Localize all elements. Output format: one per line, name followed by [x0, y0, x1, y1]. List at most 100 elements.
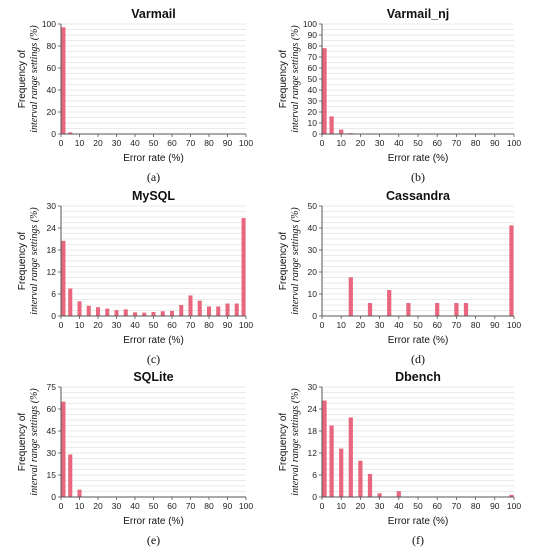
x-tick-label: 0 [59, 320, 64, 330]
bar [358, 460, 363, 497]
bar [61, 401, 66, 497]
y-axis-label: Frequency of [278, 50, 289, 109]
y-tick-label: 0 [51, 311, 56, 321]
y-tick-label: 0 [312, 311, 317, 321]
y-tick-label: 12 [308, 448, 318, 458]
x-axis-label: Error rate (%) [388, 335, 449, 346]
chart-title: MySQL [132, 189, 175, 203]
x-tick-label: 40 [394, 138, 404, 148]
y-tick-label: 20 [47, 107, 57, 117]
bar [160, 311, 165, 316]
y-axis-label: Frequency of [17, 50, 28, 109]
bar [339, 129, 344, 134]
bar [322, 400, 327, 497]
chart-title: SQLite [133, 370, 173, 384]
x-tick-label: 70 [452, 320, 462, 330]
chart-title: Varmail [131, 7, 175, 21]
bar [68, 288, 73, 316]
y-tick-label: 0 [312, 492, 317, 502]
x-tick-label: 0 [320, 501, 325, 511]
bar [68, 132, 73, 134]
y-tick-label: 12 [47, 267, 57, 277]
bar [197, 300, 202, 316]
bar [68, 454, 73, 497]
bar [95, 307, 101, 316]
y-axis-label-italic: interval range settings (%) [29, 388, 40, 496]
x-tick-label: 80 [471, 138, 481, 148]
y-tick-label: 30 [308, 382, 318, 392]
x-tick-label: 100 [239, 138, 253, 148]
chart-title: Dbench [395, 370, 441, 384]
bar [367, 303, 373, 316]
x-tick-label: 90 [223, 320, 233, 330]
bar [348, 277, 353, 316]
x-tick-label: 40 [130, 501, 140, 511]
x-tick-label: 70 [186, 320, 196, 330]
panel-caption: (e) [147, 533, 160, 547]
x-tick-label: 100 [507, 501, 521, 511]
bar [188, 295, 193, 316]
bar [396, 491, 401, 497]
x-tick-label: 60 [432, 501, 442, 511]
y-tick-label: 40 [308, 85, 318, 95]
y-tick-label: 18 [47, 245, 57, 255]
x-tick-label: 70 [186, 138, 196, 148]
panel-caption: (f) [412, 533, 424, 547]
y-tick-label: 60 [308, 63, 318, 73]
y-tick-label: 80 [47, 41, 57, 51]
bar [206, 306, 212, 316]
x-tick-label: 50 [149, 138, 159, 148]
y-axis-label-italic: interval range settings (%) [290, 388, 301, 496]
x-tick-label: 0 [320, 320, 325, 330]
y-tick-label: 18 [308, 426, 318, 436]
y-tick-label: 30 [47, 448, 57, 458]
x-tick-label: 20 [93, 501, 103, 511]
chart-panel-3: 0 6 12 18 24 30 0 10 20 30 40 50 60 70 80 90 100 MySQL Err… [17, 189, 253, 366]
x-tick-label: 70 [452, 138, 462, 148]
x-tick-label: 80 [471, 320, 481, 330]
x-tick-label: 100 [507, 320, 521, 330]
x-tick-label: 10 [75, 138, 85, 148]
bar [61, 27, 66, 134]
y-tick-label: 40 [308, 223, 318, 233]
chart-panel-1: 0 20 40 60 80 100 0 10 20 30 40 50 60 70 80 90 100 Varmai… [17, 7, 253, 184]
y-tick-label: 60 [47, 404, 57, 414]
y-tick-label: 40 [47, 85, 57, 95]
y-tick-label: 30 [308, 96, 318, 106]
panel-caption: (b) [411, 170, 425, 184]
bar [179, 305, 184, 316]
bar [348, 417, 353, 497]
bar [367, 473, 373, 497]
x-tick-label: 10 [336, 501, 346, 511]
x-tick-label: 30 [112, 501, 122, 511]
x-tick-label: 40 [394, 501, 404, 511]
y-tick-label: 45 [47, 426, 57, 436]
panel-caption: (a) [147, 170, 160, 184]
x-tick-label: 50 [413, 138, 423, 148]
y-axis-label: Frequency of [17, 232, 28, 291]
y-tick-label: 80 [308, 41, 318, 51]
x-tick-label: 30 [112, 320, 122, 330]
x-tick-label: 60 [432, 138, 442, 148]
x-tick-label: 0 [59, 501, 64, 511]
bar [435, 303, 440, 316]
bar [151, 311, 156, 316]
x-tick-label: 10 [336, 138, 346, 148]
x-tick-label: 20 [356, 138, 366, 148]
bar [387, 290, 392, 316]
x-tick-label: 50 [149, 320, 159, 330]
chart-panel-5: 0 15 30 45 60 75 0 10 20 30 40 50 60 70 80 90 100 SQLite E… [17, 370, 253, 547]
y-tick-label: 10 [308, 118, 318, 128]
x-tick-label: 30 [112, 138, 122, 148]
x-tick-label: 80 [204, 501, 214, 511]
bar [132, 312, 138, 316]
y-tick-label: 50 [308, 201, 318, 211]
y-tick-label: 75 [47, 382, 57, 392]
x-tick-label: 90 [490, 320, 500, 330]
x-tick-label: 30 [375, 320, 385, 330]
y-tick-label: 30 [308, 245, 318, 255]
x-tick-label: 10 [75, 501, 85, 511]
chart-panel-4: 0 10 20 30 40 50 0 10 20 30 40 50 60 70 80 90 100 Cassand… [278, 189, 521, 366]
